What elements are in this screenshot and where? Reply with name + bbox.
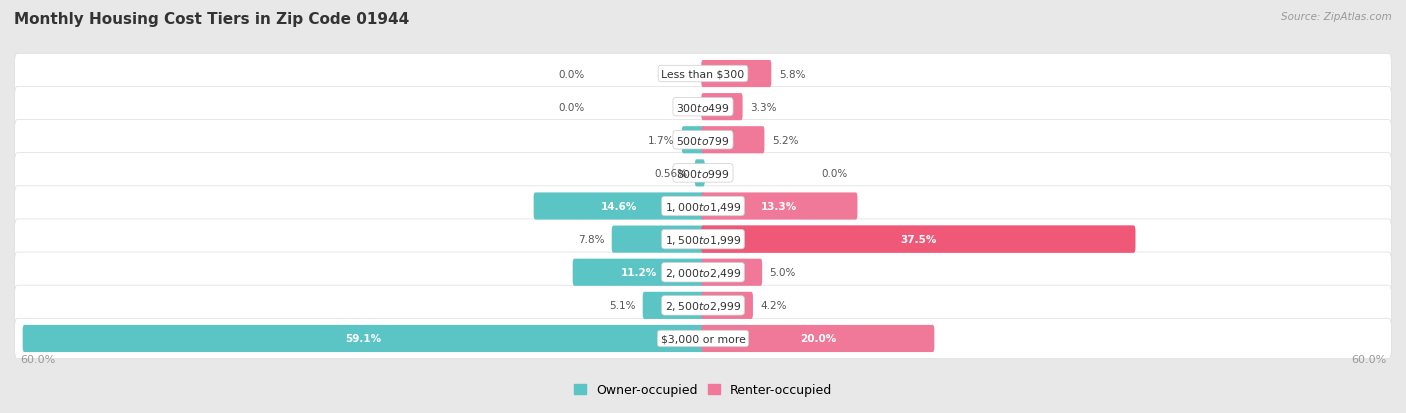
Text: 0.0%: 0.0% <box>821 169 848 178</box>
FancyBboxPatch shape <box>695 160 704 187</box>
Text: 4.2%: 4.2% <box>761 301 787 311</box>
Text: 3.3%: 3.3% <box>749 102 776 112</box>
Text: 5.8%: 5.8% <box>779 69 806 79</box>
Text: $3,000 or more: $3,000 or more <box>661 334 745 344</box>
Text: Source: ZipAtlas.com: Source: ZipAtlas.com <box>1281 12 1392 22</box>
FancyBboxPatch shape <box>14 120 1392 161</box>
FancyBboxPatch shape <box>14 54 1392 95</box>
FancyBboxPatch shape <box>14 219 1392 260</box>
Text: 5.0%: 5.0% <box>769 268 796 278</box>
FancyBboxPatch shape <box>702 94 742 121</box>
FancyBboxPatch shape <box>14 153 1392 194</box>
Text: Monthly Housing Cost Tiers in Zip Code 01944: Monthly Housing Cost Tiers in Zip Code 0… <box>14 12 409 27</box>
FancyBboxPatch shape <box>702 226 1135 253</box>
FancyBboxPatch shape <box>702 61 772 88</box>
Text: 0.56%: 0.56% <box>654 169 688 178</box>
FancyBboxPatch shape <box>643 292 704 319</box>
Text: 1.7%: 1.7% <box>648 135 675 145</box>
Legend: Owner-occupied, Renter-occupied: Owner-occupied, Renter-occupied <box>568 378 838 401</box>
FancyBboxPatch shape <box>702 193 858 220</box>
Text: $800 to $999: $800 to $999 <box>676 168 730 179</box>
Text: $1,000 to $1,499: $1,000 to $1,499 <box>665 200 741 213</box>
Text: $2,500 to $2,999: $2,500 to $2,999 <box>665 299 741 312</box>
Text: 11.2%: 11.2% <box>620 268 657 278</box>
Text: 37.5%: 37.5% <box>900 235 936 244</box>
Text: 20.0%: 20.0% <box>800 334 837 344</box>
Text: $1,500 to $1,999: $1,500 to $1,999 <box>665 233 741 246</box>
FancyBboxPatch shape <box>534 193 704 220</box>
FancyBboxPatch shape <box>22 325 704 352</box>
Text: 5.2%: 5.2% <box>772 135 799 145</box>
FancyBboxPatch shape <box>14 318 1392 359</box>
Text: 7.8%: 7.8% <box>578 235 605 244</box>
FancyBboxPatch shape <box>14 87 1392 128</box>
FancyBboxPatch shape <box>702 292 754 319</box>
FancyBboxPatch shape <box>14 285 1392 326</box>
FancyBboxPatch shape <box>612 226 704 253</box>
Text: 14.6%: 14.6% <box>600 202 637 211</box>
Text: 0.0%: 0.0% <box>558 102 585 112</box>
FancyBboxPatch shape <box>702 259 762 286</box>
FancyBboxPatch shape <box>702 226 1135 253</box>
Text: $2,000 to $2,499: $2,000 to $2,499 <box>665 266 741 279</box>
Text: $500 to $799: $500 to $799 <box>676 135 730 146</box>
FancyBboxPatch shape <box>702 127 765 154</box>
FancyBboxPatch shape <box>14 186 1392 227</box>
Text: 59.1%: 59.1% <box>346 334 382 344</box>
Text: 60.0%: 60.0% <box>1351 354 1386 364</box>
Text: 60.0%: 60.0% <box>20 354 55 364</box>
Text: 13.3%: 13.3% <box>761 202 797 211</box>
Text: Less than $300: Less than $300 <box>661 69 745 79</box>
Text: $300 to $499: $300 to $499 <box>676 102 730 113</box>
FancyBboxPatch shape <box>702 325 935 352</box>
FancyBboxPatch shape <box>572 259 704 286</box>
FancyBboxPatch shape <box>682 127 704 154</box>
Text: 5.1%: 5.1% <box>609 301 636 311</box>
Text: 0.0%: 0.0% <box>558 69 585 79</box>
FancyBboxPatch shape <box>14 252 1392 293</box>
